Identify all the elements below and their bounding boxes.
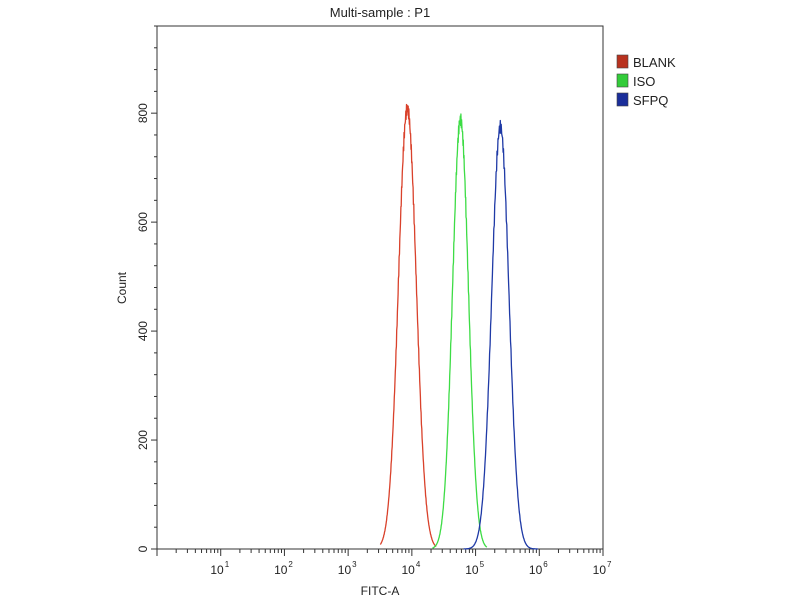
x-tick-exponent: 7 (607, 560, 612, 569)
x-axis: 10 1 10 2 10 3 10 4 10 5 10 6 10 7 (156, 549, 612, 577)
legend: BLANK ISO SFPQ (616, 54, 676, 108)
y-tick-label: 0 (136, 545, 150, 552)
legend-swatch-iso (616, 73, 629, 88)
series-group (379, 103, 539, 550)
y-tick-label: 600 (136, 212, 150, 232)
legend-label-blank: BLANK (633, 55, 676, 70)
x-tick-base: 10 (338, 563, 352, 577)
x-tick-label: 10 2 (274, 560, 293, 577)
x-tick-label: 10 6 (529, 560, 548, 577)
x-tick-label: 10 7 (593, 560, 612, 577)
plot-frame (156, 25, 604, 550)
series-line-sfpq (463, 119, 539, 550)
x-tick-base: 10 (593, 563, 607, 577)
x-tick-base: 10 (401, 563, 415, 577)
legend-swatch-blank (616, 54, 629, 69)
y-tick-label: 800 (136, 103, 150, 123)
x-tick-exponent: 2 (288, 560, 293, 569)
x-tick-label: 10 4 (401, 560, 420, 577)
x-tick-base: 10 (274, 563, 288, 577)
legend-label-sfpq: SFPQ (633, 93, 668, 108)
series-line-iso (432, 113, 488, 549)
x-tick-label: 10 3 (338, 560, 357, 577)
x-tick-label: 10 5 (465, 560, 484, 577)
x-tick-base: 10 (529, 563, 543, 577)
legend-label-iso: ISO (633, 74, 655, 89)
y-tick-label: 400 (136, 321, 150, 341)
series-line-blank (379, 103, 437, 548)
x-tick-exponent: 4 (416, 560, 421, 569)
x-tick-exponent: 1 (225, 560, 230, 569)
x-tick-base: 10 (210, 563, 224, 577)
x-tick-exponent: 6 (543, 560, 548, 569)
x-tick-exponent: 3 (352, 560, 357, 569)
y-axis: 0 200 400 600 800 (136, 25, 157, 552)
x-tick-base: 10 (465, 563, 479, 577)
chart-title: Multi-sample : P1 (330, 5, 430, 20)
x-tick-label: 10 1 (210, 560, 229, 577)
legend-swatch-sfpq (616, 92, 629, 107)
y-axis-title: Count (115, 271, 129, 304)
y-tick-label: 200 (136, 430, 150, 450)
x-axis-title: FITC-A (361, 584, 400, 598)
x-tick-exponent: 5 (480, 560, 485, 569)
